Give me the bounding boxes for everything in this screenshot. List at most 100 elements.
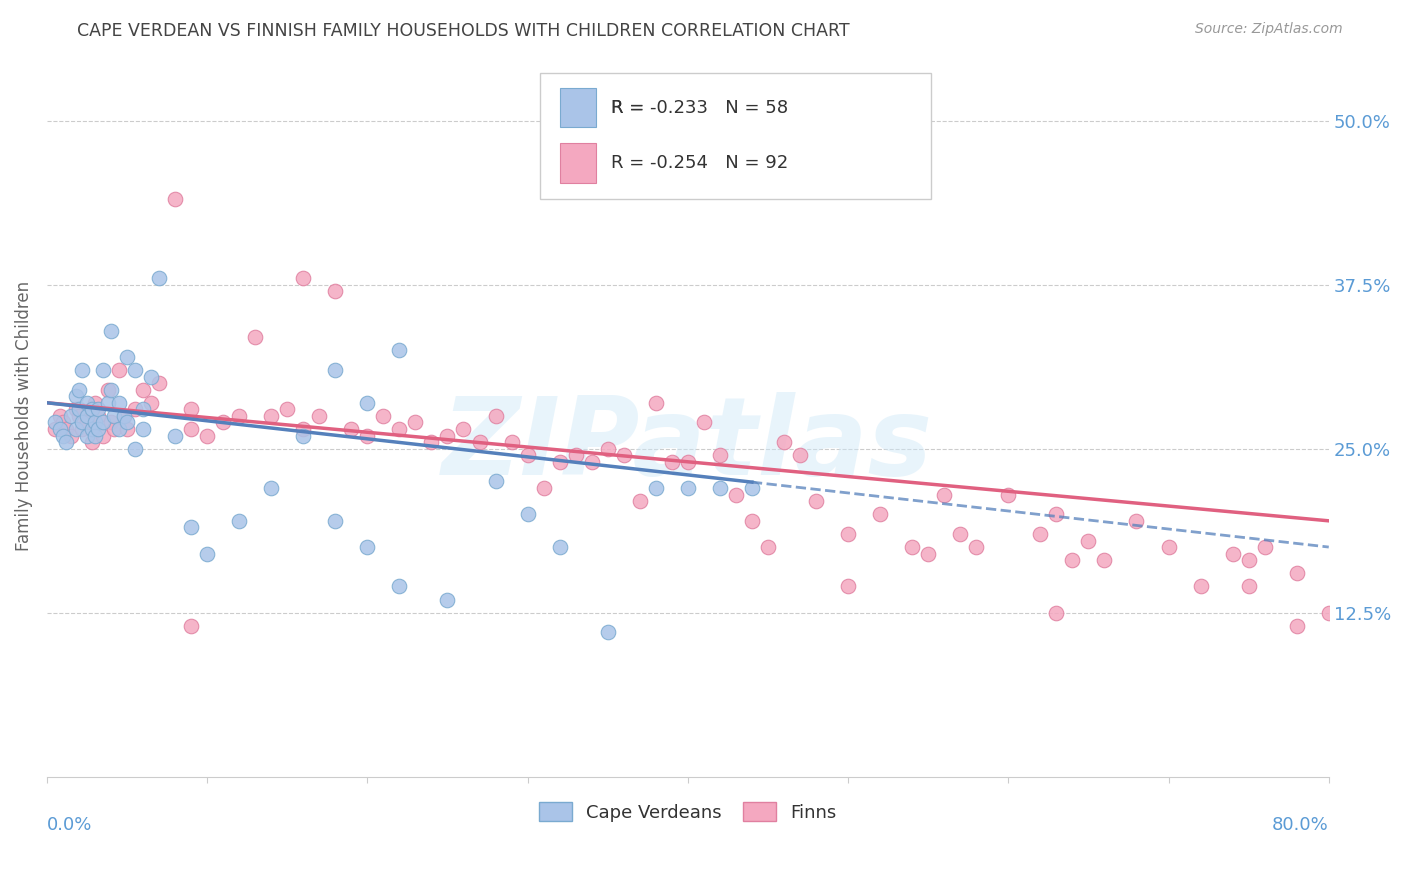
Point bbox=[501, 435, 523, 450]
Point bbox=[67, 383, 90, 397]
Point bbox=[97, 396, 120, 410]
Point bbox=[260, 409, 283, 423]
Point bbox=[741, 514, 763, 528]
Text: R =: R = bbox=[612, 99, 650, 117]
Point bbox=[180, 619, 202, 633]
Point bbox=[292, 271, 315, 285]
Point bbox=[323, 514, 346, 528]
Point bbox=[100, 416, 122, 430]
Point bbox=[276, 402, 298, 417]
Point bbox=[112, 409, 135, 423]
Point bbox=[1222, 547, 1244, 561]
Point bbox=[87, 409, 110, 423]
Point bbox=[148, 376, 170, 390]
Point bbox=[581, 455, 603, 469]
Point bbox=[340, 422, 363, 436]
Point bbox=[76, 428, 98, 442]
Point bbox=[180, 422, 202, 436]
Point bbox=[468, 435, 491, 450]
Point bbox=[1237, 553, 1260, 567]
Point bbox=[76, 396, 98, 410]
Point bbox=[80, 435, 103, 450]
Point bbox=[613, 448, 636, 462]
Point bbox=[65, 402, 87, 417]
Y-axis label: Family Households with Children: Family Households with Children bbox=[15, 281, 32, 551]
Point bbox=[356, 428, 378, 442]
Point bbox=[901, 540, 924, 554]
Point bbox=[124, 363, 146, 377]
Point bbox=[52, 428, 75, 442]
Point bbox=[87, 422, 110, 436]
Point bbox=[436, 592, 458, 607]
Point bbox=[100, 324, 122, 338]
Point bbox=[564, 448, 586, 462]
Point bbox=[789, 448, 811, 462]
Point bbox=[420, 435, 443, 450]
Point bbox=[44, 416, 66, 430]
Point bbox=[132, 422, 155, 436]
Point bbox=[139, 369, 162, 384]
Text: R = -0.254   N = 92: R = -0.254 N = 92 bbox=[612, 154, 789, 172]
Point bbox=[91, 416, 114, 430]
Point bbox=[1157, 540, 1180, 554]
Point bbox=[388, 422, 411, 436]
Point bbox=[70, 363, 93, 377]
Point bbox=[453, 422, 475, 436]
Point bbox=[1237, 579, 1260, 593]
Point bbox=[484, 475, 506, 489]
Text: 80.0%: 80.0% bbox=[1272, 816, 1329, 834]
Point bbox=[292, 428, 315, 442]
Point bbox=[139, 396, 162, 410]
Point bbox=[55, 422, 77, 436]
Point bbox=[773, 435, 796, 450]
Point bbox=[661, 455, 683, 469]
Point bbox=[548, 455, 571, 469]
Point bbox=[292, 422, 315, 436]
Point bbox=[115, 416, 138, 430]
Bar bbox=[560, 87, 596, 128]
Point bbox=[934, 487, 956, 501]
Point bbox=[97, 383, 120, 397]
Point bbox=[112, 409, 135, 423]
Point bbox=[108, 363, 131, 377]
Point bbox=[1285, 619, 1308, 633]
Bar bbox=[560, 144, 596, 183]
Point bbox=[70, 422, 93, 436]
Point bbox=[388, 579, 411, 593]
Point bbox=[195, 428, 218, 442]
Point bbox=[596, 442, 619, 456]
Text: Source: ZipAtlas.com: Source: ZipAtlas.com bbox=[1195, 22, 1343, 37]
Point bbox=[228, 409, 250, 423]
Point bbox=[55, 435, 77, 450]
Point bbox=[388, 343, 411, 358]
Point bbox=[165, 193, 187, 207]
Point bbox=[91, 363, 114, 377]
Point bbox=[212, 416, 235, 430]
Point bbox=[1077, 533, 1099, 548]
Point bbox=[1029, 527, 1052, 541]
Point bbox=[148, 271, 170, 285]
Point bbox=[80, 402, 103, 417]
Point bbox=[52, 416, 75, 430]
Point bbox=[124, 442, 146, 456]
Point bbox=[837, 527, 859, 541]
Point bbox=[108, 422, 131, 436]
Point bbox=[84, 428, 107, 442]
Text: 0.0%: 0.0% bbox=[46, 816, 93, 834]
Point bbox=[165, 428, 187, 442]
Point bbox=[103, 422, 125, 436]
Point bbox=[44, 422, 66, 436]
Point bbox=[1045, 606, 1067, 620]
Point bbox=[180, 520, 202, 534]
Text: R = -0.233   N = 58: R = -0.233 N = 58 bbox=[612, 99, 787, 117]
Point bbox=[965, 540, 987, 554]
Point bbox=[596, 625, 619, 640]
Point bbox=[1094, 553, 1116, 567]
Point bbox=[115, 350, 138, 364]
Point bbox=[804, 494, 827, 508]
Point bbox=[1062, 553, 1084, 567]
Point bbox=[323, 363, 346, 377]
Point bbox=[48, 409, 70, 423]
Point bbox=[533, 481, 555, 495]
Point bbox=[756, 540, 779, 554]
